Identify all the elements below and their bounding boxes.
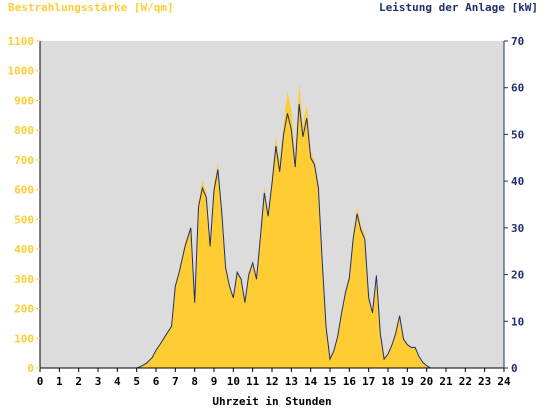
y-left-tick-label: 700	[14, 154, 34, 167]
y-left-tick-label: 800	[14, 124, 34, 137]
x-tick-label: 21	[439, 375, 453, 388]
y-right-tick-label: 60	[511, 82, 524, 95]
y-right-tick-label: 10	[511, 315, 524, 328]
y-right-tick-label: 70	[511, 35, 524, 48]
x-tick-label: 0	[37, 375, 44, 388]
y-right-tick-label: 40	[511, 175, 524, 188]
x-tick-label: 9	[211, 375, 218, 388]
power-line	[40, 104, 504, 369]
x-tick-label: 16	[343, 375, 357, 388]
x-tick-label: 11	[246, 375, 260, 388]
y-right-tick-label: 20	[511, 269, 524, 282]
x-axis-label: Uhrzeit in Stunden	[212, 395, 332, 408]
y-left-tick-label: 300	[14, 273, 34, 286]
y-left-tick-label: 1000	[8, 65, 35, 78]
x-tick-label: 3	[95, 375, 102, 388]
x-tick-label: 4	[114, 375, 121, 388]
x-tick-label: 17	[362, 375, 375, 388]
x-tick-label: 20	[420, 375, 433, 388]
x-tick-label: 13	[285, 375, 298, 388]
x-tick-label: 24	[497, 375, 511, 388]
left-axis-title: Bestrahlungsstärke [W/qm]	[8, 1, 174, 14]
y-right-tick-label: 50	[511, 128, 524, 141]
x-tick-label: 5	[133, 375, 140, 388]
y-left-tick-label: 600	[14, 184, 34, 197]
x-tick-label: 10	[227, 375, 240, 388]
y-right-tick-label: 0	[511, 362, 518, 375]
right-axis-title: Leistung der Anlage [kW]	[379, 1, 538, 14]
y-left-tick-label: 500	[14, 213, 34, 226]
x-tick-label: 8	[191, 375, 198, 388]
y-left-tick-label: 100	[14, 332, 34, 345]
x-tick-label: 19	[401, 375, 414, 388]
y-left-tick-label: 900	[14, 94, 34, 107]
x-tick-label: 14	[304, 375, 318, 388]
x-tick-label: 1	[56, 375, 63, 388]
x-tick-label: 12	[265, 375, 278, 388]
y-left-tick-label: 0	[27, 362, 34, 375]
x-tick-label: 7	[172, 375, 179, 388]
y-left-tick-label: 200	[14, 303, 34, 316]
irradiance-area	[40, 82, 504, 368]
y-right-tick-label: 30	[511, 222, 524, 235]
x-tick-label: 23	[478, 375, 491, 388]
y-left-tick-label: 1100	[8, 35, 35, 48]
x-tick-label: 22	[459, 375, 472, 388]
x-tick-label: 18	[381, 375, 394, 388]
x-tick-label: 15	[323, 375, 336, 388]
x-tick-label: 2	[75, 375, 82, 388]
y-left-tick-label: 400	[14, 243, 34, 256]
x-tick-label: 6	[153, 375, 160, 388]
